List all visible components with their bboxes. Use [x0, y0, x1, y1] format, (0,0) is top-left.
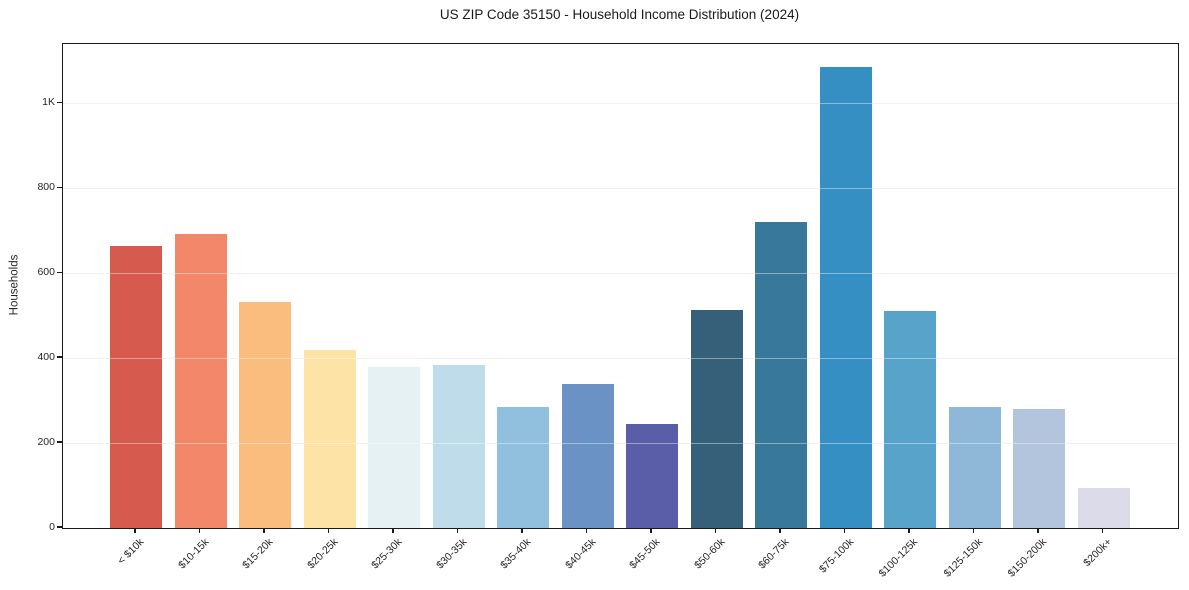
- x-tick: [779, 528, 781, 534]
- x-tick: [327, 528, 330, 534]
- x-tick-label: $35-40k: [498, 536, 534, 572]
- gridline-overlay: [63, 103, 1178, 105]
- x-tick-label: $200k+: [1080, 536, 1114, 570]
- bar: [368, 367, 420, 528]
- bar: [239, 301, 291, 528]
- gridline: [63, 443, 1178, 445]
- gridline: [63, 103, 1178, 105]
- plot-area: [62, 43, 1179, 529]
- x-tick-label: $25-30k: [369, 536, 405, 572]
- x-tick: [843, 528, 846, 534]
- bar: [948, 406, 1001, 528]
- y-tick-label: 800: [37, 181, 55, 194]
- y-tick-label: 600: [37, 266, 55, 279]
- gridline-overlay: [63, 273, 1178, 275]
- y-tick: [57, 271, 62, 273]
- y-tick: [57, 526, 62, 528]
- y-axis-label: Households: [8, 254, 21, 316]
- x-tick: [456, 528, 459, 534]
- bar: [1077, 488, 1130, 528]
- x-tick: [198, 528, 201, 534]
- x-tick-label: $75-100k: [816, 536, 856, 576]
- y-tick-label: 400: [37, 351, 55, 364]
- x-tick: [134, 528, 136, 534]
- y-tick: [57, 186, 62, 189]
- y-tick: [57, 441, 62, 443]
- gridline: [63, 188, 1178, 190]
- gridline: [63, 358, 1178, 360]
- x-tick-label: $45-50k: [627, 536, 663, 572]
- y-tick-label: 0: [49, 521, 55, 533]
- x-tick: [714, 528, 717, 534]
- x-tick: [263, 528, 265, 534]
- gridline-overlay: [63, 188, 1178, 190]
- bar: [819, 66, 872, 528]
- x-tick: [521, 528, 523, 534]
- bar: [174, 234, 227, 528]
- y-tick: [57, 356, 62, 358]
- bar: [626, 423, 678, 528]
- x-tick-label: $40-45k: [562, 536, 598, 572]
- chart-title: US ZIP Code 35150 - Household Income Dis…: [439, 7, 800, 22]
- x-tick-label: $150-200k: [1005, 536, 1050, 580]
- x-tick-label: $125-150k: [941, 536, 985, 580]
- x-tick-label: < $10k: [115, 536, 147, 567]
- gridline-overlay: [63, 443, 1178, 445]
- bar: [690, 310, 743, 528]
- bar: [497, 407, 549, 528]
- bar: [432, 364, 485, 528]
- x-tick: [908, 528, 910, 534]
- x-tick: [972, 528, 975, 534]
- bar: [561, 384, 614, 528]
- x-tick-label: $20-25k: [304, 536, 340, 572]
- bar: [755, 222, 807, 528]
- x-tick-label: $60-75k: [756, 536, 792, 572]
- gridline-overlay: [63, 358, 1178, 360]
- bar: [884, 311, 936, 528]
- bar: [303, 349, 356, 528]
- y-tick-label: 200: [37, 436, 55, 449]
- gridline: [63, 273, 1178, 275]
- x-tick: [585, 528, 588, 534]
- y-tick: [57, 101, 62, 104]
- x-tick-label: $30-35k: [433, 536, 469, 572]
- x-tick: [392, 528, 394, 534]
- bar: [1013, 409, 1065, 528]
- x-tick-label: $10-15k: [175, 536, 211, 572]
- x-tick-label: $50-60k: [691, 536, 727, 572]
- bar: [110, 245, 162, 528]
- x-tick-label: $100-125k: [876, 536, 921, 580]
- x-tick-label: $15-20k: [240, 536, 276, 572]
- y-axis-label-box: Households: [0, 43, 28, 527]
- y-tick-label: 1K: [42, 96, 55, 109]
- x-tick: [650, 528, 652, 534]
- x-tick: [1037, 528, 1039, 534]
- x-tick: [1101, 528, 1104, 534]
